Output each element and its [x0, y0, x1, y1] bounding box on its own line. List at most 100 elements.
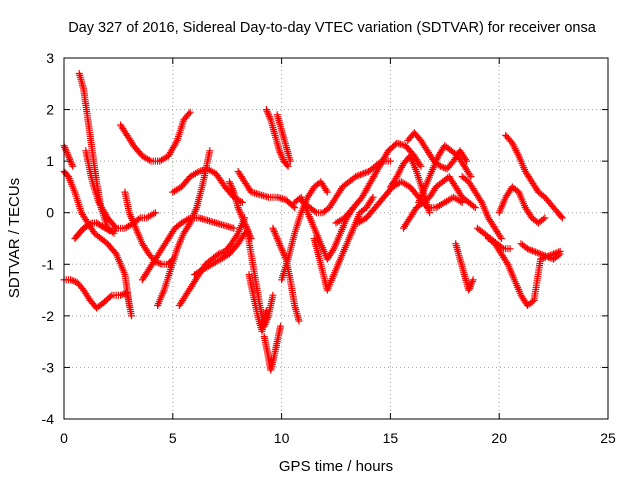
- series-trace-39: [517, 240, 564, 260]
- data-point-marker: [416, 161, 424, 169]
- data-point-marker: [193, 169, 201, 176]
- y-tick-label: 2: [46, 102, 54, 118]
- data-point-marker: [236, 207, 243, 215]
- series-trace-17: [234, 168, 299, 212]
- series-trace-13: [169, 165, 246, 206]
- data-point-marker: [438, 163, 446, 171]
- data-point-marker: [111, 223, 119, 231]
- data-point-marker: [108, 228, 116, 236]
- series-trace-37: [502, 131, 566, 222]
- data-point-marker: [471, 204, 479, 212]
- data-point-marker: [497, 235, 505, 242]
- data-point-marker: [225, 178, 233, 186]
- data-point-marker: [311, 207, 319, 215]
- data-point-marker: [62, 145, 69, 153]
- data-point-marker: [70, 277, 78, 285]
- y-tick-label: 1: [46, 153, 54, 169]
- series-trace-12: [154, 147, 214, 309]
- data-point-marker: [262, 106, 270, 114]
- data-point-marker: [67, 159, 75, 167]
- data-point-marker: [235, 205, 243, 213]
- grid-lines: [64, 58, 608, 419]
- data-point-marker: [64, 152, 72, 160]
- data-point-marker: [295, 317, 303, 325]
- data-point-marker: [263, 107, 271, 115]
- data-point-marker: [357, 171, 364, 179]
- data-point-marker: [270, 226, 278, 234]
- data-point-marker: [556, 247, 564, 255]
- data-point-marker: [264, 109, 272, 117]
- data-point-marker: [467, 281, 475, 289]
- data-point-marker: [265, 111, 272, 119]
- data-point-marker: [65, 154, 73, 162]
- data-point-marker: [503, 259, 511, 267]
- data-point-marker: [273, 235, 281, 242]
- series-trace-15: [191, 229, 249, 279]
- data-point-marker: [269, 224, 277, 232]
- data-point-marker: [241, 219, 249, 227]
- data-point-marker: [286, 157, 294, 165]
- y-tick-label: -4: [42, 411, 55, 427]
- data-point-marker: [64, 150, 72, 158]
- series-trace-16: [225, 178, 255, 242]
- y-tick-label: 3: [46, 50, 54, 66]
- data-point-marker: [468, 279, 476, 287]
- series-trace-4: [60, 142, 77, 170]
- data-point-marker: [329, 247, 337, 254]
- data-point-marker: [135, 215, 142, 223]
- data-point-marker: [386, 157, 394, 165]
- data-point-marker: [68, 161, 76, 169]
- data-point-marker: [125, 302, 133, 309]
- data-point-marker: [272, 231, 280, 239]
- data-point-marker: [276, 241, 284, 249]
- data-point-marker: [541, 214, 549, 222]
- data-point-marker: [289, 202, 297, 210]
- x-tick-label: 25: [600, 430, 616, 446]
- data-point-marker: [277, 243, 285, 251]
- data-point-marker: [417, 162, 425, 170]
- data-point-marker: [234, 204, 242, 212]
- series-trace-30: [386, 152, 434, 217]
- data-point-marker: [323, 188, 331, 196]
- data-point-marker: [465, 286, 473, 294]
- y-tick-label: -1: [42, 256, 55, 272]
- data-point-marker: [277, 150, 285, 158]
- data-point-marker: [280, 250, 288, 258]
- data-point-marker: [238, 198, 246, 206]
- data-point-marker: [275, 240, 283, 248]
- data-point-marker: [277, 322, 284, 330]
- y-tick-label: -2: [42, 308, 55, 324]
- data-point-marker: [426, 209, 434, 217]
- data-point-marker: [278, 152, 286, 160]
- data-point-marker: [242, 223, 250, 230]
- data-point-marker: [262, 307, 270, 315]
- data-point-marker: [469, 276, 477, 284]
- data-point-marker: [477, 197, 485, 205]
- series-trace-21: [262, 106, 292, 170]
- x-axis-label: GPS time / hours: [279, 458, 393, 475]
- data-point-marker: [538, 251, 546, 259]
- data-point-marker: [274, 236, 282, 244]
- x-tick-label: 10: [274, 430, 290, 446]
- data-point-marker: [532, 248, 540, 256]
- data-point-marker: [496, 233, 504, 241]
- series-trace-33: [415, 142, 475, 206]
- data-point-marker: [226, 180, 234, 187]
- data-point-marker: [558, 214, 566, 222]
- data-point-marker: [283, 161, 291, 169]
- series-trace-22: [273, 111, 294, 165]
- series-trace-10: [121, 188, 177, 268]
- data-point-marker: [539, 215, 547, 223]
- data-point-marker: [279, 248, 287, 256]
- data-point-marker: [145, 156, 153, 164]
- x-tick-label: 20: [491, 430, 507, 446]
- data-point-marker: [360, 169, 368, 177]
- data-point-marker: [441, 164, 449, 172]
- data-point-marker: [266, 114, 274, 122]
- data-point-marker: [215, 250, 222, 258]
- x-tick-label: 5: [169, 430, 177, 446]
- series-trace-9: [117, 108, 194, 165]
- data-point-marker: [128, 312, 135, 320]
- data-point-marker: [466, 283, 474, 291]
